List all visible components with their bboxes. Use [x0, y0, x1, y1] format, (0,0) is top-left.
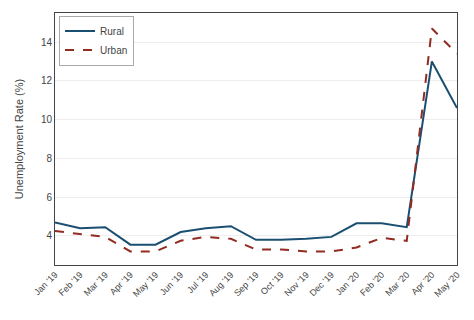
svg-text:12: 12	[41, 75, 53, 86]
svg-text:Nov '19: Nov '19	[282, 270, 310, 298]
svg-text:10: 10	[41, 114, 53, 125]
svg-text:Feb '20: Feb '20	[358, 270, 386, 298]
svg-text:Unemployment Rate (%): Unemployment Rate (%)	[13, 79, 25, 199]
svg-text:Dec '19: Dec '19	[308, 270, 336, 298]
svg-text:8: 8	[46, 153, 52, 164]
svg-text:Urban: Urban	[100, 45, 127, 56]
svg-text:Aug '19: Aug '19	[207, 270, 235, 298]
svg-text:Sep '19: Sep '19	[232, 270, 260, 298]
svg-text:14: 14	[41, 37, 53, 48]
svg-text:May '20: May '20	[432, 270, 461, 299]
svg-text:Apr '20: Apr '20	[409, 270, 436, 297]
svg-text:Feb '19: Feb '19	[57, 270, 85, 298]
svg-text:Jun '19: Jun '19	[158, 270, 185, 297]
svg-text:Mar '19: Mar '19	[82, 270, 110, 298]
svg-text:May '19: May '19	[131, 270, 160, 299]
svg-text:Oct '19: Oct '19	[259, 270, 286, 297]
svg-text:Jan '20: Jan '20	[334, 270, 361, 297]
svg-text:Jan '19: Jan '19	[32, 270, 59, 297]
svg-text:Rural: Rural	[100, 26, 124, 37]
svg-text:Mar '20: Mar '20	[383, 270, 411, 298]
svg-text:Apr '19: Apr '19	[108, 270, 135, 297]
svg-text:4: 4	[46, 230, 52, 241]
svg-text:6: 6	[46, 192, 52, 203]
svg-text:Jul '19: Jul '19	[185, 270, 210, 295]
